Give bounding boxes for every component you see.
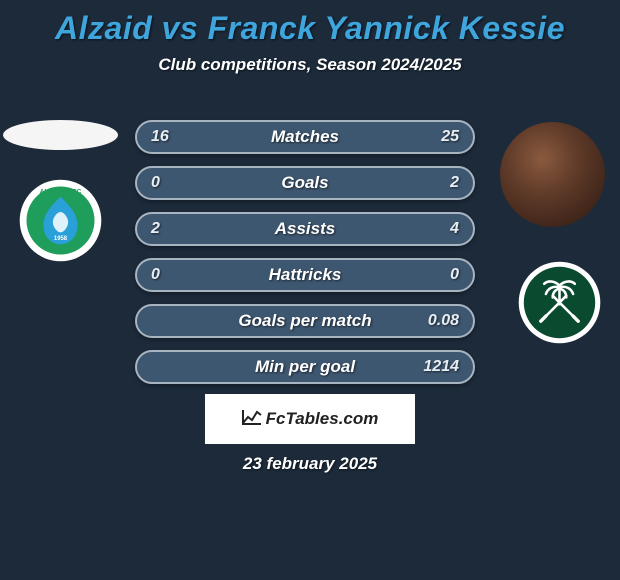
svg-text:ALFATEH FC: ALFATEH FC [40, 188, 82, 195]
stat-label: Hattricks [269, 265, 342, 285]
stat-value-right: 0 [450, 266, 459, 284]
stat-value-left: 0 [151, 266, 160, 284]
alfateh-badge-icon: ALFATEH FC 1958 [18, 178, 103, 263]
stat-value-right: 4 [450, 220, 459, 238]
chart-line-icon [242, 409, 262, 430]
date-text: 23 february 2025 [243, 454, 377, 474]
stat-value-left: 0 [151, 174, 160, 192]
stat-value-right: 25 [441, 128, 459, 146]
player-right-avatar [500, 122, 605, 227]
stat-label: Min per goal [255, 357, 355, 377]
comparison-card: Alzaid vs Franck Yannick Kessie Club com… [0, 0, 620, 580]
watermark: FcTables.com [205, 394, 415, 444]
alahli-badge-icon [517, 260, 602, 345]
stat-label: Assists [275, 219, 335, 239]
club-badge-right [517, 260, 602, 345]
watermark-text: FcTables.com [266, 409, 379, 429]
stat-value-right: 1214 [423, 358, 459, 376]
stat-row: 2 Assists 4 [135, 212, 475, 246]
stat-value-left: 16 [151, 128, 169, 146]
stat-value-right: 2 [450, 174, 459, 192]
stat-value-left: 2 [151, 220, 160, 238]
stat-row: 16 Matches 25 [135, 120, 475, 154]
stat-value-right: 0.08 [428, 312, 459, 330]
club-badge-left: ALFATEH FC 1958 [18, 178, 103, 263]
stat-label: Goals [281, 173, 328, 193]
stat-row: 0 Hattricks 0 [135, 258, 475, 292]
stat-label: Matches [271, 127, 339, 147]
stat-row: Goals per match 0.08 [135, 304, 475, 338]
page-subtitle: Club competitions, Season 2024/2025 [0, 55, 620, 75]
player-left-avatar [3, 120, 118, 150]
stat-label: Goals per match [238, 311, 371, 331]
stat-row: Min per goal 1214 [135, 350, 475, 384]
svg-text:1958: 1958 [54, 236, 68, 242]
page-title: Alzaid vs Franck Yannick Kessie [0, 0, 620, 47]
stats-rows: 16 Matches 25 0 Goals 2 2 Assists 4 0 Ha… [135, 120, 475, 396]
stat-row: 0 Goals 2 [135, 166, 475, 200]
